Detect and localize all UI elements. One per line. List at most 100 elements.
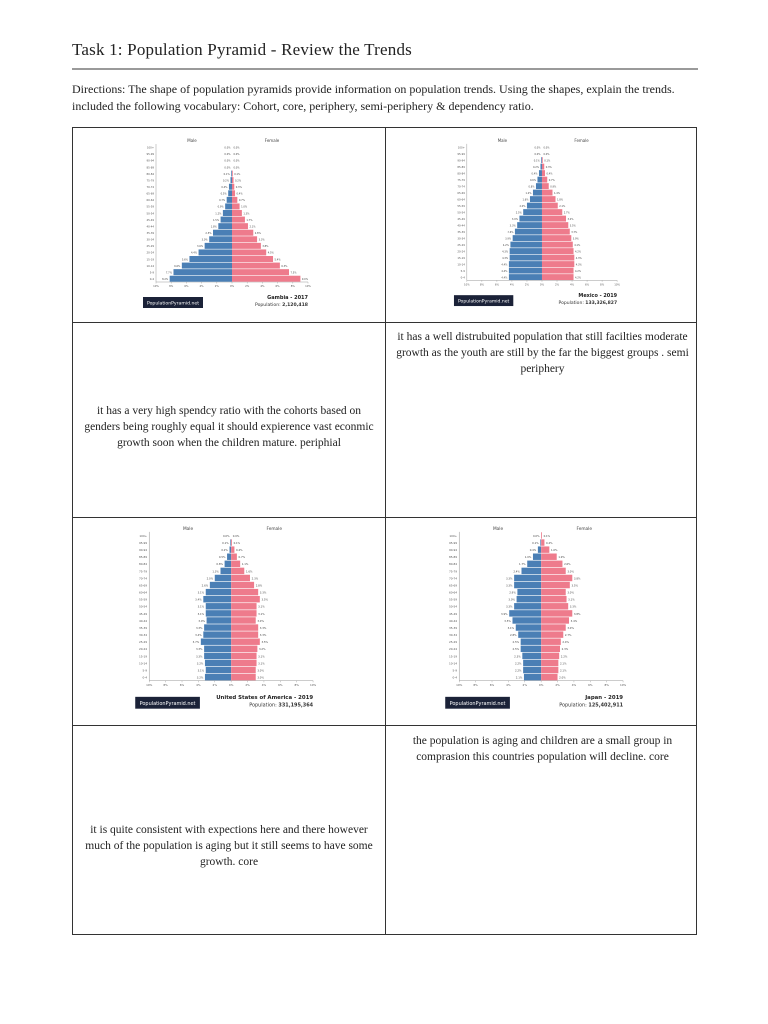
male-heading: Male xyxy=(183,526,194,532)
age-group-label: 30-34 xyxy=(139,633,147,637)
female-bar xyxy=(541,617,570,624)
male-value-label: 0.4% xyxy=(530,548,537,552)
table-row-divider xyxy=(72,322,697,323)
female-bar xyxy=(541,241,573,248)
female-bar xyxy=(541,553,557,560)
female-value-label: 0.0% xyxy=(543,146,550,149)
female-bar xyxy=(541,163,545,170)
male-value-label: 0.8% xyxy=(528,185,535,188)
male-bar xyxy=(222,210,232,216)
age-group-label: 50-54 xyxy=(457,210,465,214)
population-label: Population: xyxy=(559,703,588,709)
table-row-divider xyxy=(72,725,697,726)
male-bar xyxy=(508,274,542,281)
male-bar xyxy=(200,638,232,645)
mexico-population-pyramid: 0-4 4.4% 4.2% 5-9 4.4% 4.2% 10-14 4.4% 4.3% 15-19… xyxy=(453,138,621,306)
male-heading: Male xyxy=(498,138,508,143)
worksheet-table xyxy=(72,127,697,935)
age-group-label: 45-49 xyxy=(146,218,154,222)
answer-mexico[interactable]: it has a well distrubuited population th… xyxy=(396,331,689,375)
female-value-label: 0.3% xyxy=(236,186,243,189)
female-bar xyxy=(231,553,237,560)
age-group-label: 80-84 xyxy=(449,562,457,566)
male-value-label: 2.0% xyxy=(207,576,214,580)
x-tick-label: 2% xyxy=(523,683,528,687)
age-group-label: 95-99 xyxy=(457,152,465,156)
logo-text: PopulationPyramid.net xyxy=(450,701,506,707)
male-value-label: 0.7% xyxy=(219,199,226,202)
female-value-label: 2.1% xyxy=(560,668,567,672)
female-bar xyxy=(541,624,566,631)
female-bar xyxy=(232,183,235,190)
answer-usa[interactable]: it is quite consistent with expections h… xyxy=(85,824,373,868)
male-bar xyxy=(204,645,232,653)
male-bar xyxy=(514,228,542,235)
age-group-label: 85-89 xyxy=(457,165,465,169)
male-value-label: 2.9% xyxy=(509,591,516,595)
female-value-label: 0.7% xyxy=(239,555,246,559)
female-bar xyxy=(541,228,570,235)
male-value-label: 3.1% xyxy=(198,668,205,672)
female-value-label: 3.5% xyxy=(261,640,268,644)
female-value-label: 0.1% xyxy=(234,173,241,176)
age-group-label: 5-9 xyxy=(150,270,155,274)
male-value-label: 3.5% xyxy=(504,619,511,623)
female-bar xyxy=(231,539,232,546)
female-value-label: 3.0% xyxy=(257,676,264,680)
male-bar xyxy=(514,581,542,589)
female-bar xyxy=(541,581,570,589)
female-value-label: 2.1% xyxy=(249,225,256,228)
male-value-label: 2.2% xyxy=(515,668,522,672)
male-value-label: 0.0% xyxy=(224,153,231,156)
male-value-label: 0.2% xyxy=(221,548,228,552)
male-value-label: 2.3% xyxy=(514,654,521,658)
male-bar xyxy=(510,241,542,248)
answer-gambia[interactable]: it has a very high spendcy ratio with th… xyxy=(84,405,374,449)
female-value-label: 1.7% xyxy=(246,219,253,222)
male-bar xyxy=(189,256,232,262)
female-bar xyxy=(541,652,560,660)
japan-population-pyramid: 0-4 2.1% 2.0% 5-9 2.2% 2.1% 10-14 2.2% 2.1% 15-19… xyxy=(445,526,627,709)
female-bar xyxy=(541,235,572,242)
age-group-label: 15-19 xyxy=(449,654,457,658)
male-bar xyxy=(220,216,232,223)
age-group-label: 70-74 xyxy=(457,184,465,188)
female-bar xyxy=(541,183,549,190)
population-line: Population: 331,195,364 xyxy=(249,703,313,709)
female-value-label: 0.4% xyxy=(546,541,553,545)
age-group-label: 80-84 xyxy=(139,562,147,566)
male-value-label: 4.3% xyxy=(502,257,509,260)
male-value-label: 3.1% xyxy=(198,605,205,609)
age-group-label: 60-64 xyxy=(457,197,465,201)
male-value-label: 2.4% xyxy=(513,569,520,573)
female-value-label: 3.3% xyxy=(260,633,267,637)
female-value-label: 0.1% xyxy=(544,159,551,162)
x-tick-label: 8% xyxy=(600,282,605,286)
male-bar xyxy=(228,183,232,190)
age-group-label: 50-54 xyxy=(146,211,154,215)
female-value-label: 3.2% xyxy=(568,218,575,221)
male-value-label: 0.2% xyxy=(223,179,230,182)
age-group-label: 75-79 xyxy=(139,569,147,573)
female-value-label: 3.3% xyxy=(259,239,266,242)
age-group-label: 95-99 xyxy=(139,541,147,545)
male-value-label: 3.4% xyxy=(195,633,202,637)
gambia-population-pyramid: 0-4 8.2% 9.0% 5-9 7.7% 7.5% 10-14 6.6% 6.3% 15-19… xyxy=(143,138,311,308)
answer-japan[interactable]: the population is aging and children are… xyxy=(412,735,673,763)
male-value-label: 1.2% xyxy=(525,192,532,195)
male-bar xyxy=(541,157,542,164)
male-value-label: 3.1% xyxy=(198,612,205,616)
male-bar xyxy=(509,248,542,255)
female-bar xyxy=(541,215,567,222)
male-bar xyxy=(514,574,542,582)
female-bar xyxy=(541,567,566,575)
title-divider xyxy=(72,68,698,70)
female-heading: Female xyxy=(574,138,589,143)
table-column-divider xyxy=(385,127,386,935)
female-bar xyxy=(541,209,563,216)
age-group-label: 5-9 xyxy=(461,269,466,273)
male-value-label: 3.1% xyxy=(508,626,515,630)
female-value-label: 3.8% xyxy=(574,612,581,616)
male-value-label: 3.6% xyxy=(507,231,514,234)
male-bar xyxy=(523,666,542,674)
